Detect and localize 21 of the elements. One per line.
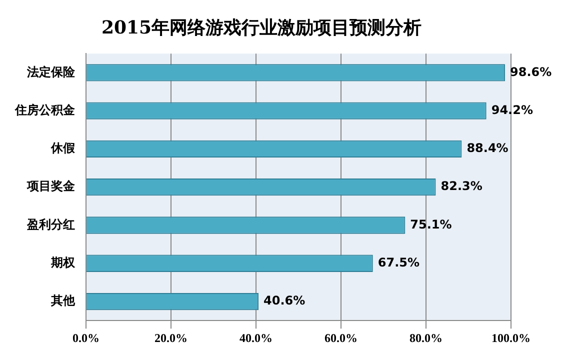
y-tick-label: 休假 (50, 141, 76, 156)
x-tick-label: 100.0% (492, 330, 530, 345)
y-tick-label: 项目奖金 (26, 179, 76, 194)
x-tick-label: 60.0% (324, 330, 358, 345)
y-tick-label: 盈利分红 (26, 217, 75, 232)
y-tick-label: 住房公积金 (14, 102, 76, 117)
data-label: 40.6% (264, 294, 306, 308)
data-label: 88.4% (466, 141, 508, 156)
data-label: 75.1% (410, 217, 452, 232)
x-tick-label: 0.0% (72, 330, 100, 345)
x-tick-label: 20.0% (154, 330, 188, 345)
x-tick-label: 80.0% (410, 330, 442, 345)
y-tick-label: 法定保险 (26, 64, 76, 79)
data-label: 67.5% (378, 256, 420, 270)
y-tick-label: 期权 (50, 255, 76, 270)
x-tick-label: 40.0% (240, 330, 272, 345)
data-label: 98.6% (510, 64, 552, 79)
data-label: 94.2% (491, 102, 533, 117)
data-label: 82.3% (440, 179, 482, 194)
chart-title: 2015年网络游戏行业激励项目预测分析 (101, 17, 422, 38)
y-tick-label: 其他 (50, 294, 76, 308)
